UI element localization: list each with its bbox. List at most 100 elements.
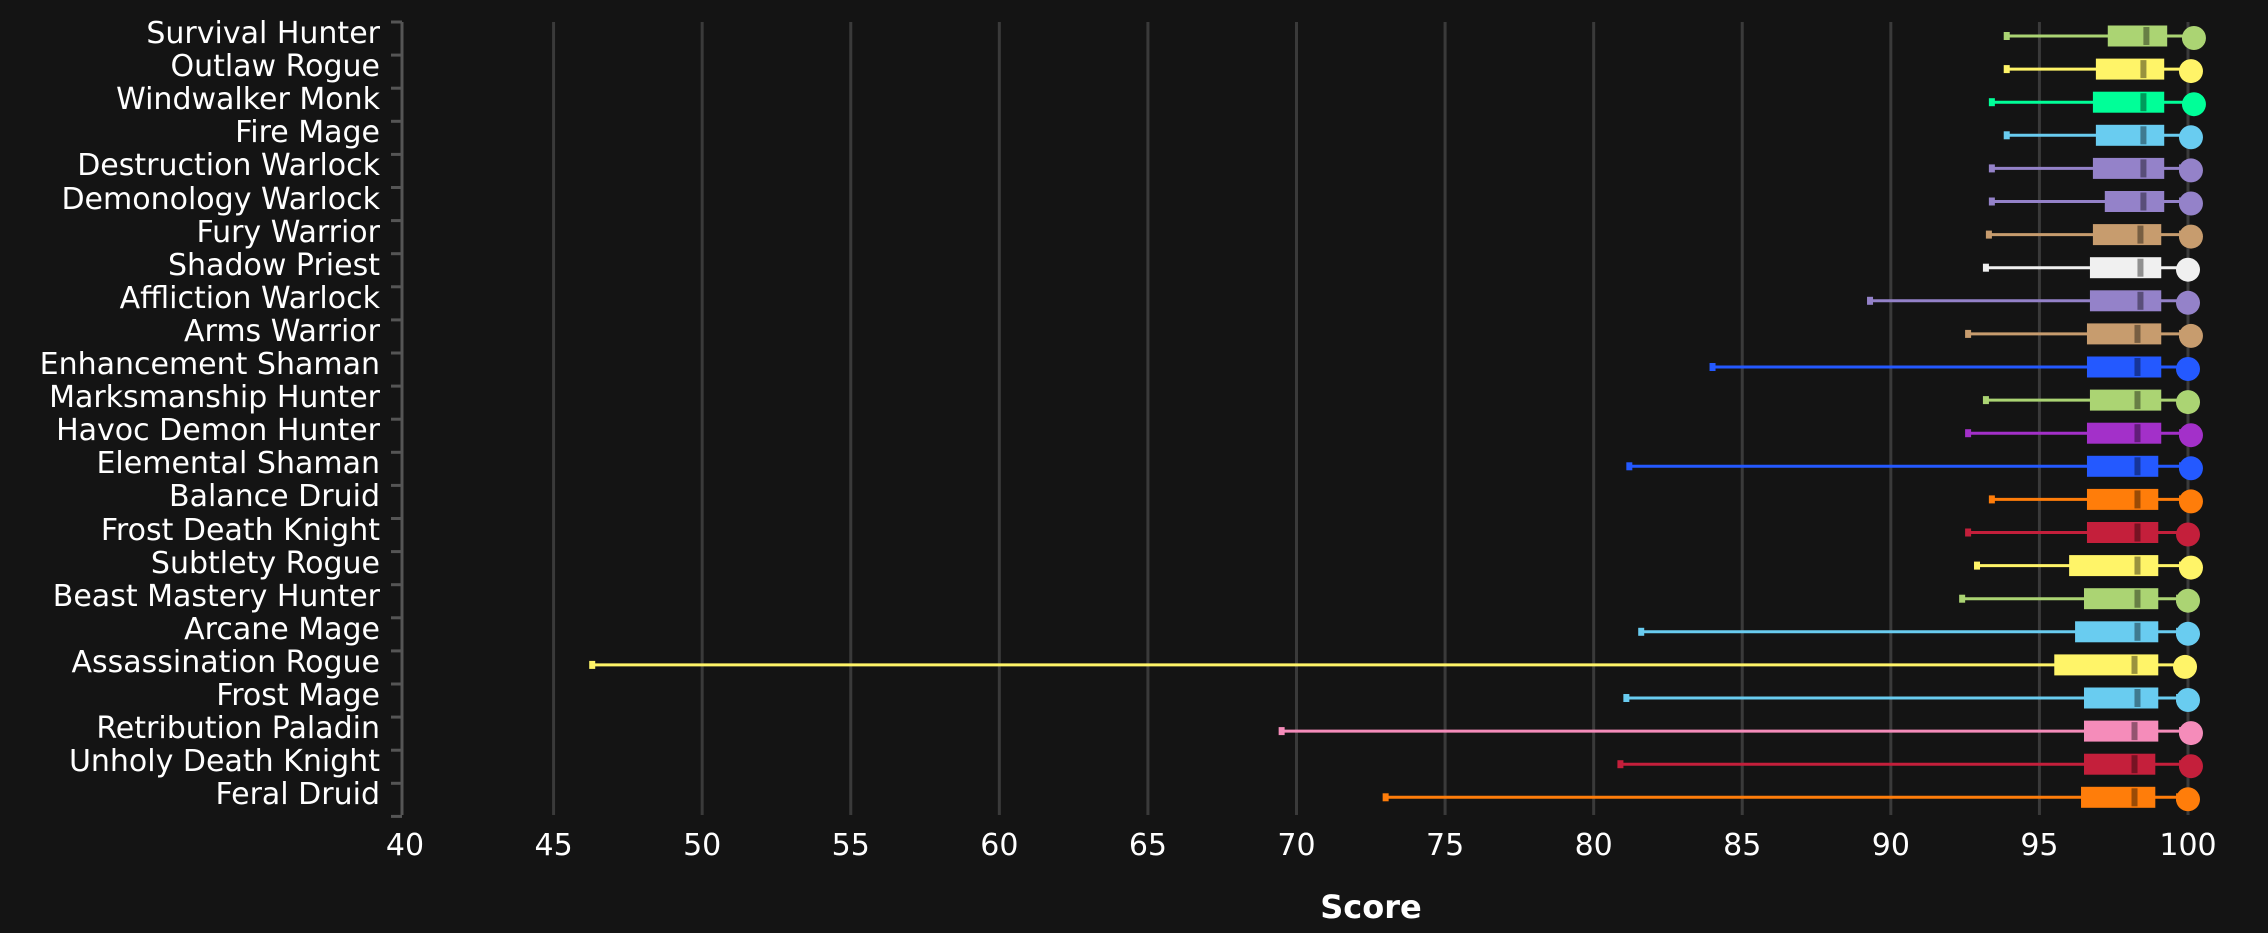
median-marker [2134,391,2141,410]
whisker-min-cap [2003,65,2010,74]
iqr-box [2089,290,2162,312]
iqr-box [2092,157,2165,179]
median-marker [2134,358,2141,376]
top-score-dot [2181,92,2206,117]
whisker-min-cap [1959,594,1966,603]
x-axis-tick-label: 100 [2159,828,2217,863]
iqr-box [2081,786,2156,808]
iqr-box [2086,455,2159,477]
top-score-dot [2176,787,2200,812]
median-marker [2140,126,2147,145]
y-axis-label: Fire Mage [235,115,380,151]
y-axis-label: Elemental Shaman [96,446,380,482]
x-axis-tick-label: 75 [1425,828,1465,863]
x-axis-tick-label: 65 [1128,828,1167,863]
median-marker [2140,93,2147,112]
y-axis-label: Feral Druid [215,777,381,813]
y-axis-label: Shadow Priest [168,247,380,283]
whisker-min-cap [1974,561,1981,570]
median-marker [2131,722,2138,741]
iqr-box [2075,621,2159,643]
top-score-dot [2176,290,2200,315]
x-axis-tick-label: 50 [683,828,722,863]
whisker-min-cap [1965,429,1972,438]
median-marker [2134,556,2141,575]
iqr-box [2089,389,2162,411]
top-score-dot [2176,688,2200,712]
top-score-dot [2173,654,2198,679]
iqr-box [2092,91,2165,113]
x-axis-tick-label: 45 [534,828,573,863]
top-score-dot [2181,26,2206,50]
whisker-min-cap [1988,197,1995,206]
iqr-box [2095,124,2165,146]
whisker-min-cap [1988,495,1995,504]
y-axis-label: Frost Death Knight [100,512,380,548]
iqr-box [2104,191,2165,212]
top-score-dot [2176,621,2200,646]
whisker-min-cap [1965,329,1972,338]
whisker-min-cap [2003,32,2010,40]
y-axis-label: Subtlety Rogue [150,545,380,581]
x-axis-tick-label: 80 [1574,828,1613,863]
y-axis-label: Marksmanship Hunter [49,380,380,416]
y-axis-label: Arms Warrior [183,313,380,349]
x-axis-tick-label: 85 [1723,828,1762,863]
top-score-dot [2178,224,2203,249]
x-axis-tick-label: 95 [2020,828,2059,863]
y-axis-label: Retribution Paladin [96,711,380,747]
whisker-min-cap [1617,760,1624,769]
y-axis-label: Destruction Warlock [77,148,380,184]
iqr-box [2086,522,2159,543]
median-marker [2131,755,2138,774]
top-score-dot [2178,59,2203,84]
top-score-dot [2178,456,2203,481]
iqr-box [2107,25,2168,47]
whisker-min-cap [1382,793,1389,802]
median-marker [2140,192,2147,211]
whisker-min-cap [1623,694,1630,702]
whisker-min-cap [1965,528,1972,537]
whisker-min-cap [1988,98,1995,107]
y-axis-label: Frost Mage [216,678,380,713]
median-marker [2137,291,2144,310]
median-marker [2134,457,2141,476]
top-score-dot [2178,191,2203,216]
top-score-dot [2178,489,2203,514]
top-score-dot [2176,357,2200,381]
median-marker [2140,159,2147,178]
iqr-box [2083,687,2159,709]
median-marker [2134,324,2141,343]
top-score-dot [2178,323,2203,348]
y-axis-label: Affliction Warlock [119,280,380,316]
y-axis-label: Demonology Warlock [61,181,380,217]
y-axis-label: Outlaw Rogue [170,49,380,85]
whisker-min-cap [1709,363,1716,371]
median-marker [2131,655,2138,674]
median-marker [2143,27,2150,45]
iqr-box [2069,555,2159,577]
y-axis-label: Havoc Demon Hunter [56,413,380,449]
y-axis-label: Arcane Mage [184,611,380,647]
x-axis-title: Score [1320,888,1422,926]
top-score-dot [2178,423,2203,448]
top-score-dot [2176,588,2200,613]
iqr-box [2083,753,2156,775]
whisker-min-cap [2003,131,2010,140]
x-axis-tick-label: 90 [1871,828,1910,863]
median-marker [2137,258,2144,277]
whisker-min-cap [1626,462,1633,471]
top-score-dot [2178,158,2203,183]
x-axis-tick-label: 40 [385,828,425,863]
median-marker [2137,225,2144,244]
y-axis-label: Unholy Death Knight [68,744,380,780]
whisker-min-cap [589,660,596,669]
top-score-dot [2178,754,2203,779]
y-axis-label: Balance Druid [168,479,380,515]
median-marker [2134,589,2141,608]
iqr-box [2092,224,2162,246]
y-axis-label: Enhancement Shaman [39,347,380,382]
top-score-dot [2176,390,2200,415]
